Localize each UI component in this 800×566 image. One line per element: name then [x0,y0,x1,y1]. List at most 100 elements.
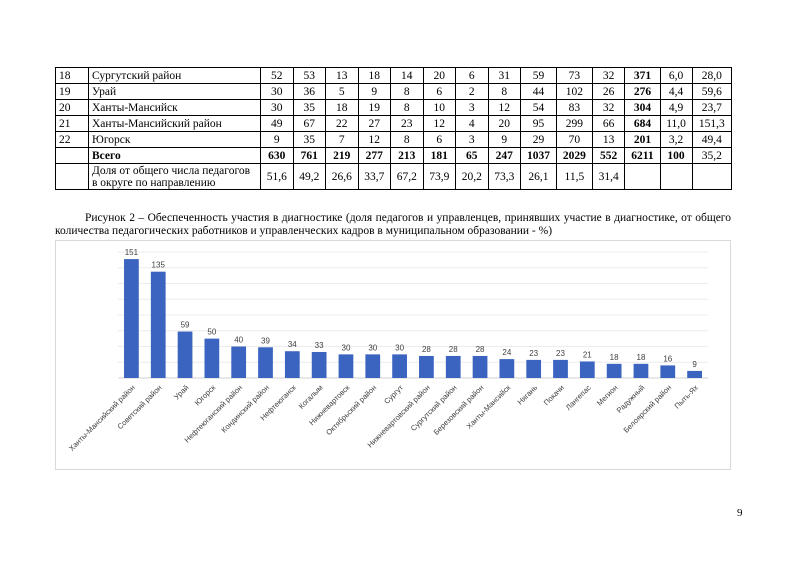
percent-cell: 6,0 [659,67,693,84]
value-cell: 761 [292,147,326,164]
category-label: Белоярский район [622,383,674,435]
value-cell: 23 [390,115,424,132]
value-cell: 18 [325,99,359,116]
percent-cell: 3,2 [659,131,693,148]
bar [177,331,193,378]
row-number: 19 [55,83,89,100]
bar [311,352,327,378]
bar [258,347,273,378]
value-cell: 9 [260,131,294,148]
bar [606,363,622,378]
total-cell: 276 [624,83,661,100]
category-label: Кондинский район [219,383,270,434]
category-label: Лангепас [564,383,593,412]
value-cell: 6 [422,83,456,100]
data-label: 30 [395,343,404,352]
value-cell: 31 [487,67,521,84]
percent-cell [659,163,693,190]
value-cell: 20 [422,67,456,84]
bar [553,359,568,378]
bar [633,363,649,378]
value-cell: 65 [455,147,489,164]
value-cell: 6 [455,67,489,84]
bar [419,355,434,378]
share-cell: 49,4 [691,131,733,148]
category-label: Югорск [193,383,218,408]
data-label: 9 [692,360,697,369]
row-number: 21 [55,115,89,132]
row-number [55,163,89,190]
value-cell: 299 [555,115,593,132]
bar [687,370,702,378]
total-cell: 371 [624,67,661,84]
value-cell: 13 [325,67,359,84]
category-label: Урай [172,383,190,401]
value-cell: 19 [357,99,391,116]
value-cell: 67 [292,115,326,132]
total-row: Всего 630 761 219 277 213 181 65 247 1037 2029 552 6… [55,147,733,164]
value-cell: 95 [520,115,557,132]
value-cell: 2029 [555,147,593,164]
municipality-name: Сургутский район [88,67,261,84]
municipality-name: Югорск [88,131,261,148]
total-cell: 684 [624,115,661,132]
value-cell: 181 [422,147,456,164]
data-label: 23 [556,349,565,358]
value-cell: 83 [555,99,593,116]
total-cell: 201 [624,131,661,148]
value-cell: 8 [390,83,424,100]
page-number: 9 [737,507,743,519]
value-cell: 3 [455,131,489,148]
total-label: Всего [88,147,261,164]
value-cell: 26 [591,83,626,100]
bar [579,361,595,378]
data-label: 30 [368,343,377,352]
data-label: 23 [529,349,538,358]
bar [204,338,220,378]
percent-cell: 4,4 [659,83,693,100]
value-cell: 10 [422,99,456,116]
value-cell: 70 [555,131,593,148]
value-cell: 29 [520,131,557,148]
value-cell: 7 [325,131,359,148]
share-cell: 35,2 [691,147,733,164]
value-cell: 26,1 [520,163,557,190]
data-label: 33 [315,341,324,350]
data-label: 28 [422,345,431,354]
value-cell: 32 [591,99,626,116]
total-cell: 6211 [624,147,661,164]
data-label: 21 [583,350,592,359]
value-cell: 30 [260,83,294,100]
municipality-name: Урай [88,83,261,100]
bar [124,259,139,378]
bar [284,351,300,378]
value-cell: 35 [292,99,326,116]
value-cell: 52 [260,67,294,84]
value-cell: 73,9 [422,163,456,190]
value-cell: 22 [325,115,359,132]
category-label: Покачи [542,383,566,407]
municipality-name: Ханты-Мансийск [88,99,261,116]
category-label: Сургутский район [409,383,459,433]
value-cell: 53 [292,67,326,84]
row-number: 20 [55,99,89,116]
data-label: 30 [342,343,351,352]
data-label: 28 [449,345,458,354]
value-cell: 219 [325,147,359,164]
share-cell: 151,3 [691,115,733,132]
value-cell: 13 [591,131,626,148]
share-cell: 28,0 [691,67,733,84]
data-label: 18 [637,353,646,362]
value-cell: 44 [520,83,557,100]
total-cell [624,163,661,190]
data-label: 34 [288,340,297,349]
bar [499,359,515,378]
value-cell: 27 [357,115,391,132]
share-row: Доля от общего числа педагогов в округе … [55,163,733,190]
value-cell: 26,6 [325,163,359,190]
share-label: Доля от общего числа педагогов в округе … [88,163,261,190]
data-label: 59 [181,321,190,330]
value-cell: 33,7 [357,163,391,190]
